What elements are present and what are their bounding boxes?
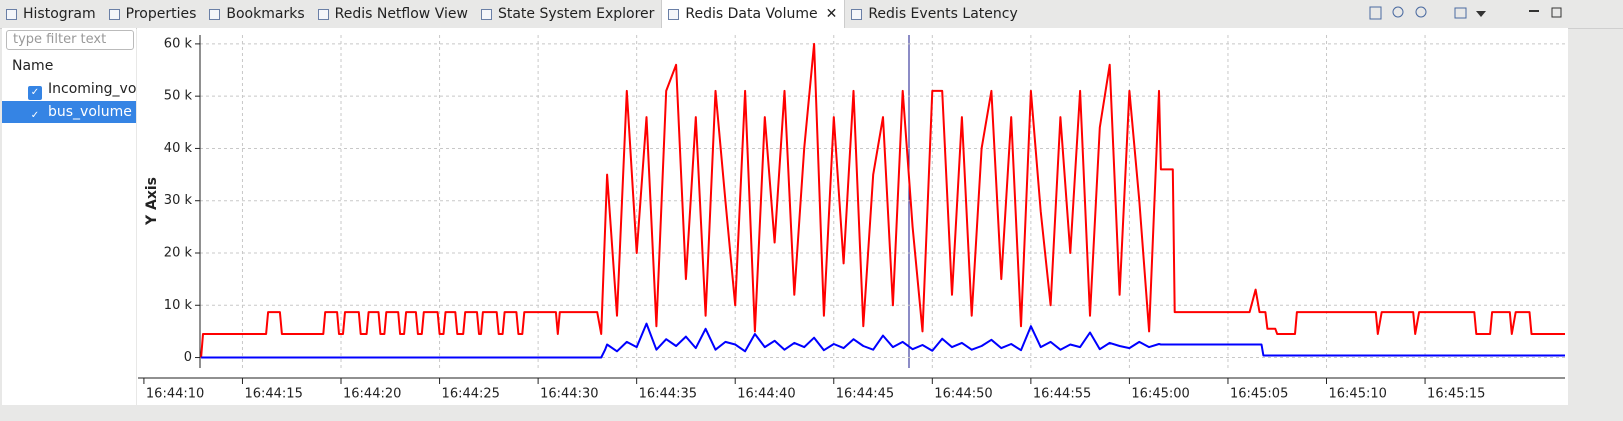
toolbar	[1369, 6, 1562, 20]
tab-label: Redis Netflow View	[334, 6, 468, 22]
tab[interactable]: Redis Data Volume ✕	[661, 0, 846, 28]
tab[interactable]: State System Explorer	[475, 0, 661, 28]
y-axis-label: Y Axis	[144, 177, 160, 226]
tree-item-label: bus_volume	[48, 104, 132, 120]
tab[interactable]: Redis Events Latency	[845, 0, 1024, 28]
tab-bar: Histogram Properties Bookmarks Redis Netflo…	[0, 0, 1623, 29]
y-tick-label: 10 k	[164, 298, 193, 313]
tab-label: Bookmarks	[226, 6, 305, 22]
y-tick-label: 0	[184, 350, 192, 365]
tab-close[interactable]: ✕	[825, 6, 838, 22]
tab-label: State System Explorer	[497, 6, 655, 22]
tab-icon	[317, 8, 329, 20]
filter-input[interactable]: type filter text	[6, 30, 134, 50]
left-panel: type filter text Name ✓ Incoming_volume ✓ b…	[2, 28, 136, 405]
zoom-out-icon[interactable]	[1415, 6, 1427, 18]
view-icon[interactable]	[1454, 7, 1467, 19]
x-tick-label: 16:45:10	[1329, 387, 1387, 402]
zoom-in-icon[interactable]	[1392, 6, 1404, 18]
checkbox[interactable]: ✓	[28, 86, 42, 100]
x-tick-label: 16:44:40	[737, 387, 795, 402]
y-tick-label: 50 k	[164, 89, 193, 104]
x-tick-label: 16:45:15	[1427, 387, 1485, 402]
x-tick-label: 16:44:20	[343, 387, 401, 402]
tab-icon	[480, 8, 492, 20]
tree-header: Name	[12, 58, 54, 74]
x-tick-label: 16:44:25	[442, 387, 500, 402]
y-tick-label: 60 k	[164, 36, 193, 51]
tab-icon	[108, 8, 120, 20]
tab[interactable]: Bookmarks	[203, 0, 311, 28]
x-tick-label: 16:44:30	[540, 387, 598, 402]
tab-label: Redis Data Volume	[685, 6, 818, 22]
x-tick-label: 16:45:00	[1131, 387, 1189, 402]
x-tick-label: 16:44:50	[934, 387, 992, 402]
x-tick-label: 16:44:10	[146, 387, 204, 402]
tab-label: Redis Events Latency	[868, 6, 1018, 22]
tab[interactable]: Histogram	[0, 0, 103, 28]
tab-icon	[209, 8, 221, 20]
x-tick-label: 16:44:55	[1033, 387, 1091, 402]
tab-label: Properties	[125, 6, 197, 22]
x-tick-label: 16:44:45	[836, 387, 894, 402]
tab[interactable]: Properties	[103, 0, 204, 28]
y-tick-label: 30 k	[164, 193, 193, 208]
minimize-icon[interactable]	[1529, 10, 1539, 12]
menu-icon[interactable]	[1476, 11, 1486, 17]
tree-item-label: Incoming_volume	[48, 81, 136, 97]
tab-icon	[6, 8, 17, 20]
x-tick-label: 16:45:05	[1230, 387, 1288, 402]
chart-background	[137, 28, 1568, 405]
checkbox[interactable]: ✓	[28, 109, 42, 123]
tree-item[interactable]: ✓ bus_volume	[2, 101, 136, 123]
maximize-icon[interactable]	[1551, 7, 1562, 18]
tab-label: Histogram	[23, 6, 96, 22]
series-line	[201, 322, 1565, 359]
series-line	[200, 42, 1565, 358]
tab[interactable]: Redis Netflow View	[312, 0, 475, 28]
tab-icon	[851, 8, 863, 20]
x-tick-label: 16:44:15	[244, 387, 302, 402]
tree-item[interactable]: ✓ Incoming_volume	[2, 78, 136, 100]
x-tick-label: 16:44:35	[639, 387, 697, 402]
tab-icon	[668, 8, 680, 20]
y-tick-label: 20 k	[164, 245, 193, 260]
home-icon[interactable]	[1369, 6, 1382, 20]
y-tick-label: 40 k	[164, 141, 193, 156]
